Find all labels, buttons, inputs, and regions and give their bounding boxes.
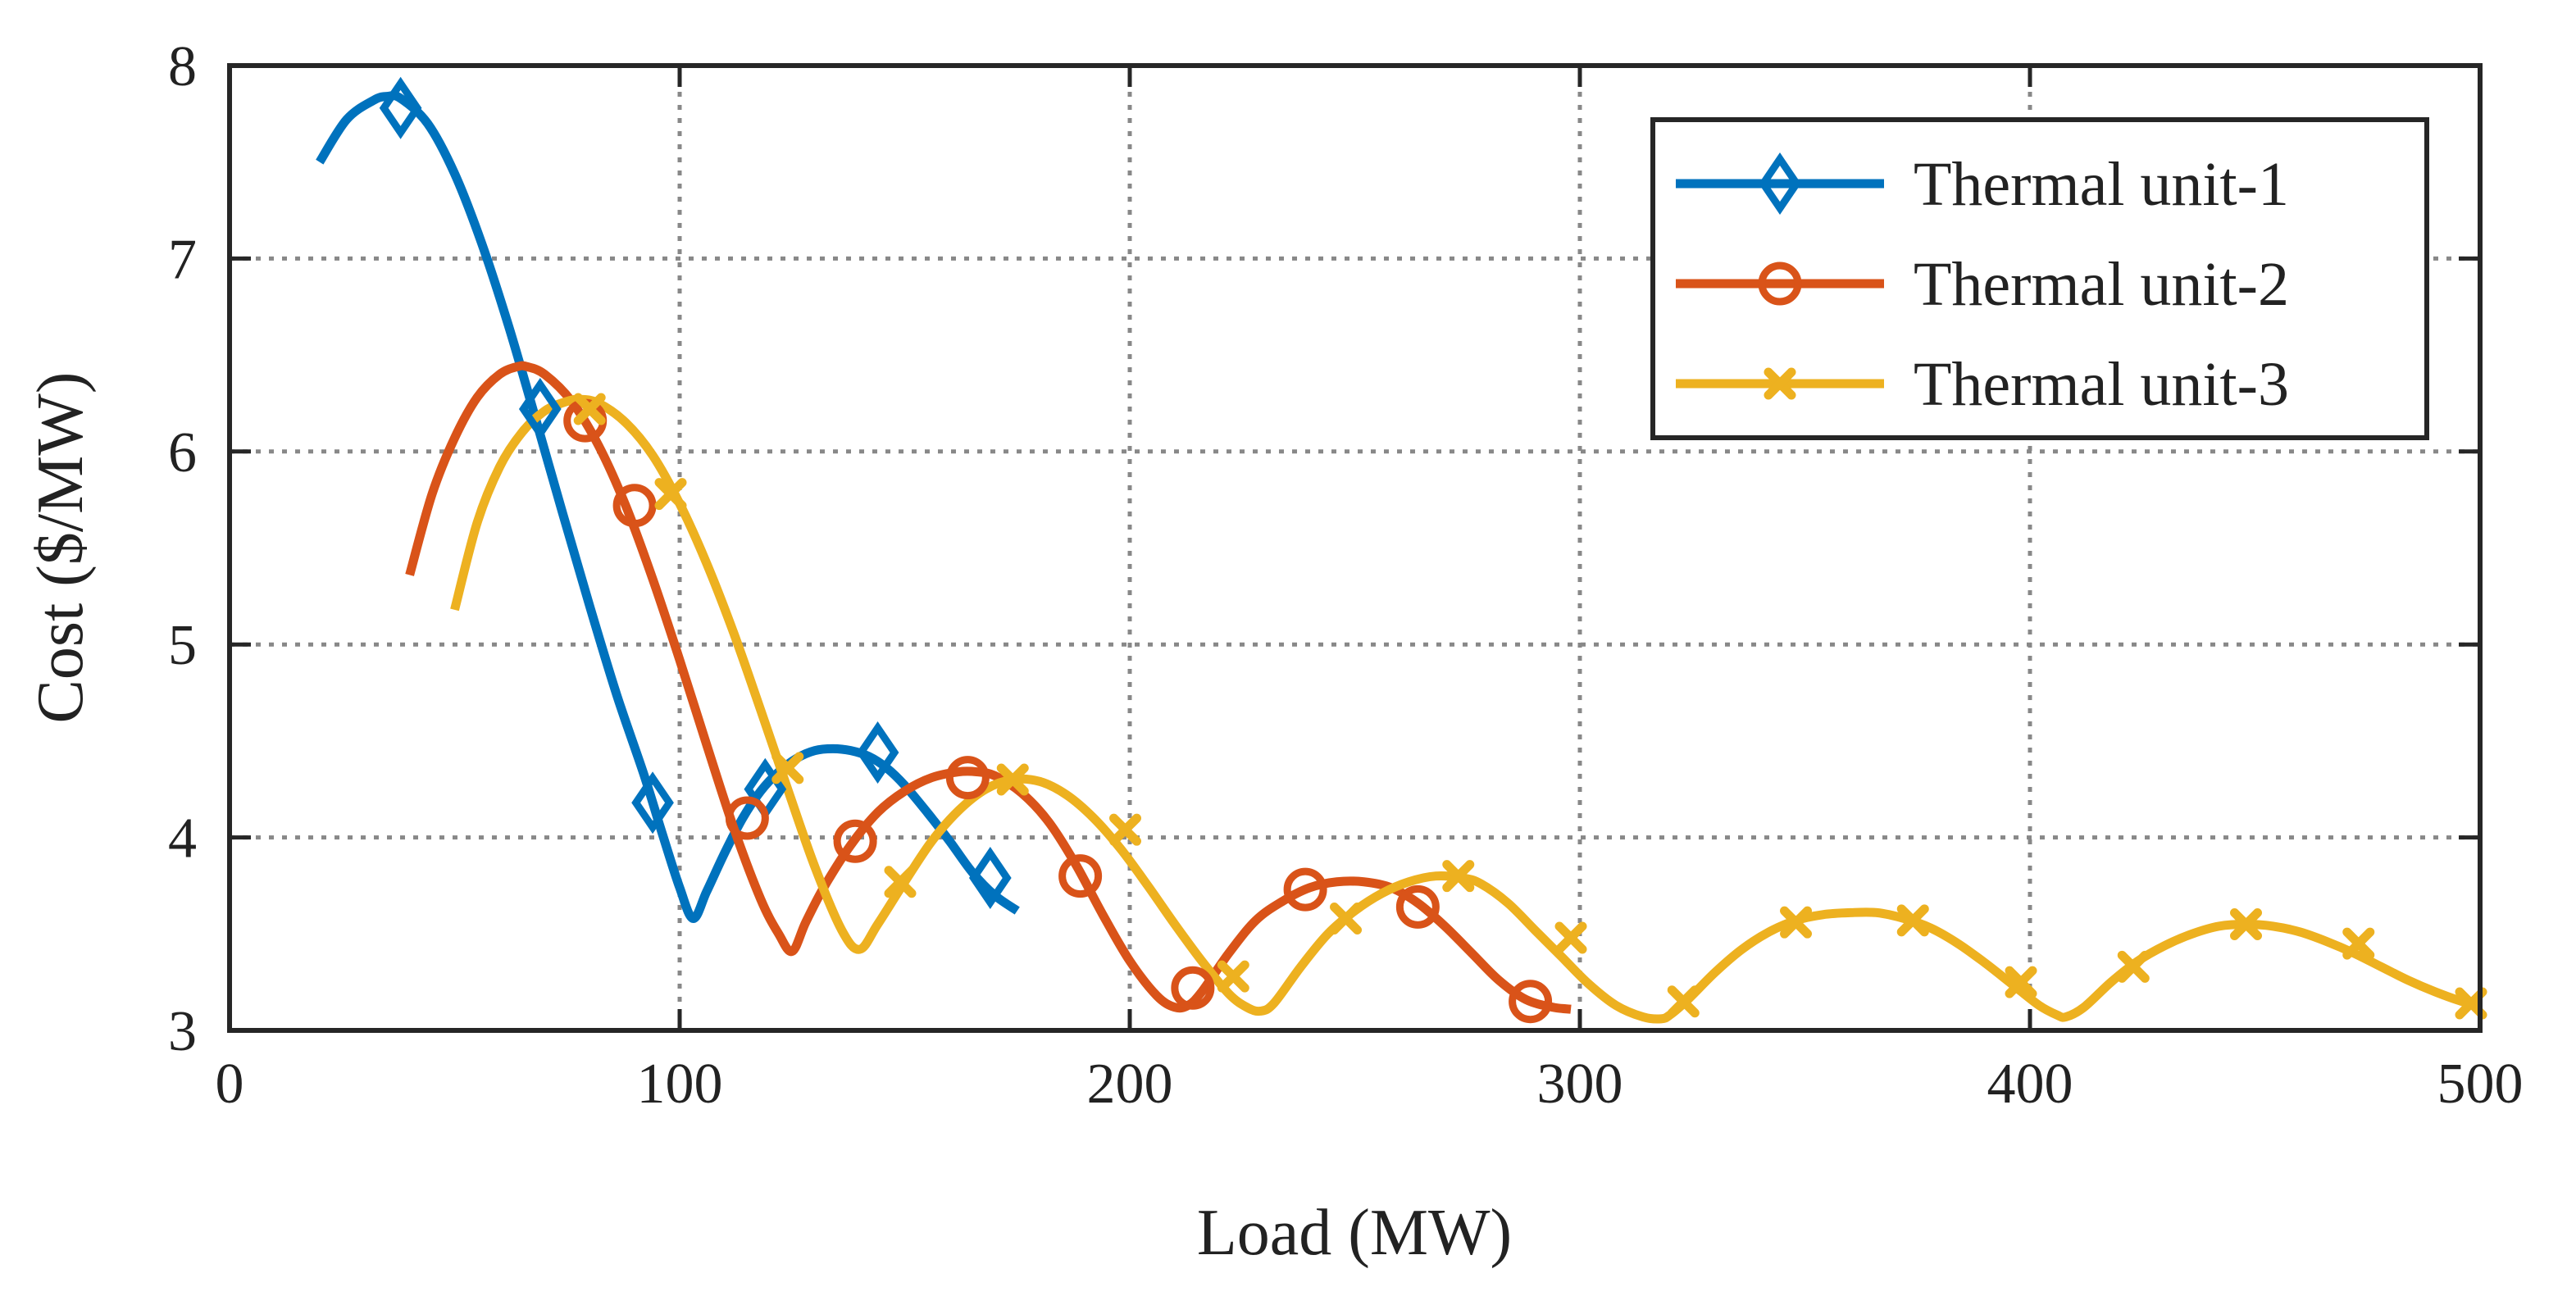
y-tick-label: 3: [168, 1000, 197, 1063]
series-3-marker: [1780, 906, 1813, 939]
y-axis-title: Cost ($/MW): [25, 372, 97, 724]
legend-marker: [1758, 261, 1802, 306]
series-3-marker: [1109, 813, 1142, 846]
series-3-marker-stroke-b: [2005, 966, 2037, 998]
series-2-marker: [833, 819, 877, 863]
x-tick-label: 200: [1087, 1053, 1173, 1116]
series-3-marker: [573, 393, 606, 425]
series-2-marker: [725, 796, 769, 840]
series-2-marker: [612, 484, 657, 528]
legend-label: Thermal unit-2: [1914, 250, 2289, 319]
series-3-marker-stroke-b: [1330, 902, 1363, 934]
series-1-marker: [379, 76, 422, 139]
y-tick-label: 7: [168, 228, 197, 291]
series-2-marker: [1509, 980, 1553, 1024]
x-tick-label: 0: [216, 1053, 244, 1116]
series-2-marker: [1171, 966, 1215, 1010]
legend-marker: [1759, 152, 1801, 216]
legend-item: Thermal unit-2: [1676, 250, 2289, 319]
x-tick-label: 300: [1537, 1053, 1623, 1116]
series-3-marker-stroke-b: [1442, 860, 1475, 893]
series-3-marker-stroke-b: [2342, 927, 2375, 960]
series-3-marker-stroke-b: [573, 393, 606, 425]
series-3-marker-stroke-b: [1217, 960, 1249, 993]
series-3-marker: [2005, 966, 2037, 998]
series-3-marker-stroke-b: [771, 752, 804, 784]
legend-item: Thermal unit-3: [1676, 350, 2289, 419]
axes-ticks: 0 100 200 300 400 500 3 4 5 6 7 8: [168, 35, 2524, 1116]
x-tick-label: 500: [2437, 1053, 2524, 1116]
series-2-marker: [945, 756, 990, 800]
x-axis-title: Load (MW): [1197, 1197, 1512, 1269]
x-tick-label: 100: [637, 1053, 723, 1116]
series-3-marker: [996, 763, 1029, 796]
legend-label: Thermal unit-1: [1914, 150, 2289, 219]
series-3-marker-stroke-b: [1109, 813, 1142, 846]
y-tick-label: 5: [168, 614, 197, 677]
series-3-marker: [771, 752, 804, 784]
marker-group: [379, 76, 2487, 1024]
series-2-marker: [1283, 867, 1327, 912]
legend-label: Thermal unit-3: [1914, 350, 2289, 419]
series-3-marker: [2342, 927, 2375, 960]
series-3-marker: [1330, 902, 1363, 934]
x-tick-label: 400: [1987, 1053, 2073, 1116]
series-3-marker: [2117, 950, 2150, 983]
series-3-marker: [1217, 960, 1249, 993]
series-3-line: [450, 394, 2480, 1024]
legend-marker-stroke-b: [1764, 367, 1796, 400]
y-tick-label: 8: [168, 35, 197, 98]
series-3-marker-stroke-b: [1780, 906, 1813, 939]
series-3-marker-stroke-b: [2117, 950, 2150, 983]
series-3-marker: [884, 866, 917, 898]
series-3-marker-stroke-b: [1554, 921, 1587, 954]
series-1-marker: [631, 771, 674, 834]
series-1-marker: [856, 721, 899, 784]
y-tick-label: 6: [168, 421, 197, 484]
y-tick-label: 4: [168, 807, 197, 871]
series-3-marker-stroke-b: [1896, 904, 1929, 937]
series-3-marker: [1667, 985, 1700, 1018]
series-3-marker: [1442, 860, 1475, 893]
series-3-marker: [654, 478, 687, 511]
legend-marker: [1764, 367, 1796, 400]
series-3-marker-stroke-b: [996, 763, 1029, 796]
series-1-marker: [968, 847, 1012, 910]
series-2-marker: [1395, 884, 1440, 929]
legend: Thermal unit-1 Thermal unit-2 Thermal unit…: [1650, 117, 2429, 440]
legend-item: Thermal unit-1: [1676, 150, 2289, 219]
series-3-marker: [1896, 904, 1929, 937]
series-3-marker: [1554, 921, 1587, 954]
series-2-marker: [1058, 854, 1103, 898]
series-3-marker: [2230, 908, 2263, 941]
series-3-marker-stroke-b: [2230, 908, 2263, 941]
series-3-marker-stroke-b: [884, 866, 917, 898]
series-1-marker: [518, 378, 562, 441]
legend-box: [1650, 117, 2429, 440]
plot-frame: [227, 63, 2483, 1033]
series-3-marker-stroke-b: [1667, 985, 1700, 1018]
series-3-marker-stroke-b: [654, 478, 687, 511]
